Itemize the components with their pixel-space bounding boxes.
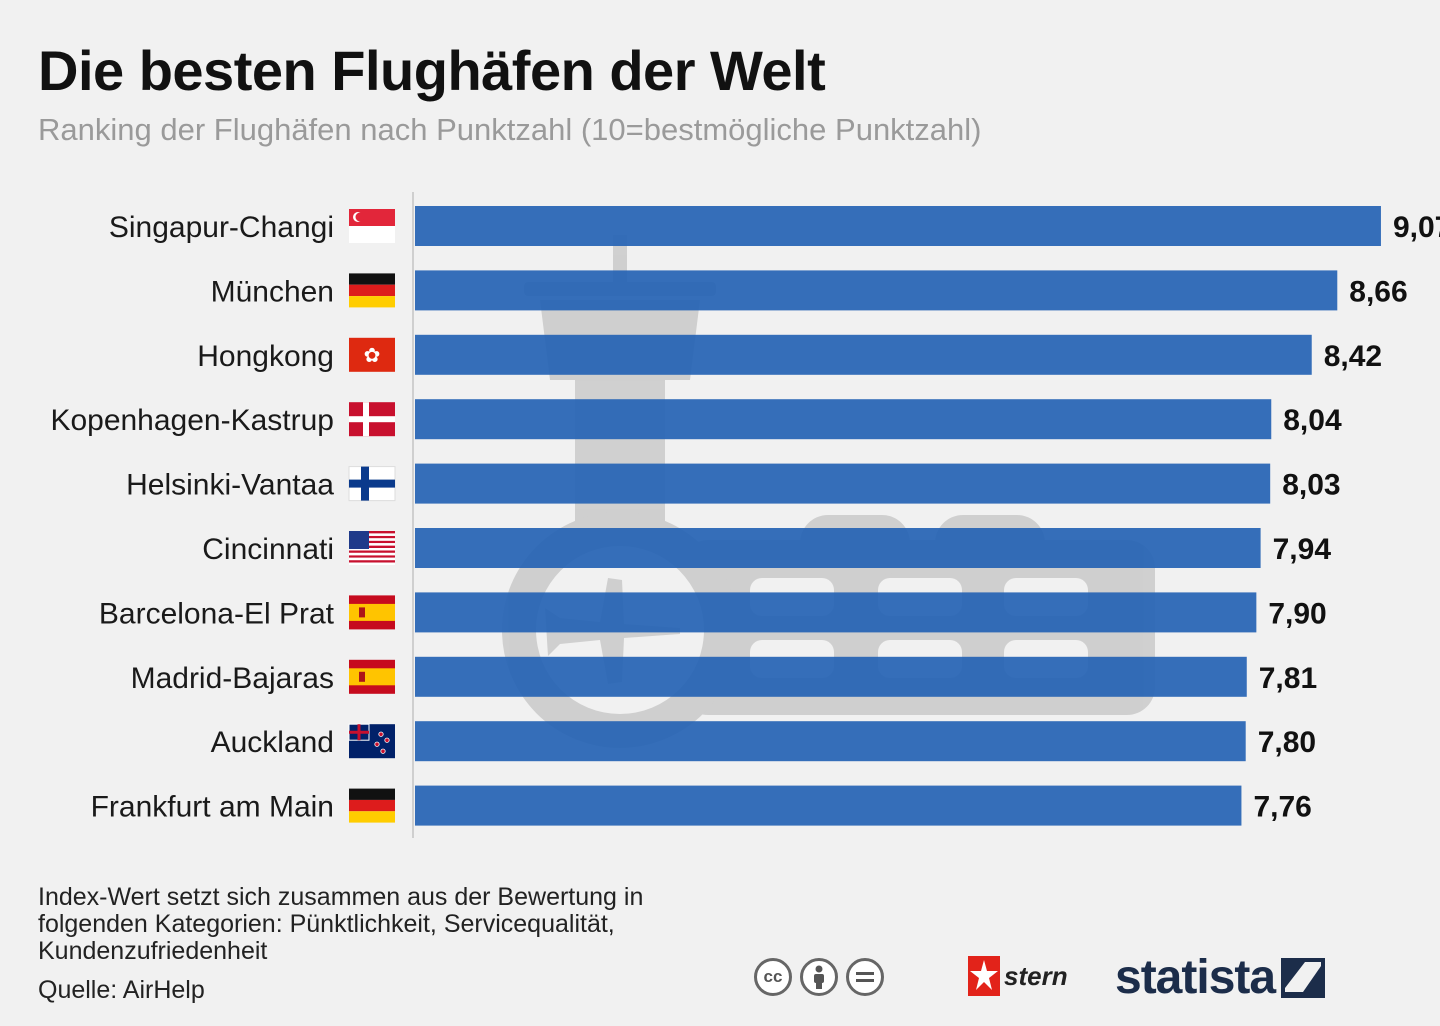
finland-flag-icon: [348, 466, 396, 502]
bar: [415, 528, 1261, 568]
bar: [415, 656, 1247, 697]
category-label: Cincinnati: [202, 533, 334, 566]
spain-flag-icon: [349, 659, 395, 694]
no-derivatives-icon: [846, 958, 884, 996]
stern-logo: stern: [968, 956, 1068, 996]
attribution-icon: [800, 958, 838, 996]
category-label: München: [211, 275, 334, 308]
value-label: 9,07: [1393, 211, 1440, 244]
stern-star-icon: [968, 956, 1000, 996]
chart-title: Die besten Flughäfen der Welt: [38, 39, 826, 102]
category-label: Barcelona-El Prat: [99, 597, 335, 630]
bar: [415, 399, 1272, 440]
bar: [415, 463, 1271, 504]
statista-logo: statista: [1115, 950, 1326, 1005]
bar: [415, 270, 1338, 311]
category-label: Helsinki-Vantaa: [126, 469, 334, 502]
germany-flag-icon: [349, 788, 395, 823]
statista-wordmark: statista: [1115, 951, 1276, 1004]
hong-kong-flag-icon: ✿: [349, 337, 395, 372]
denmark-flag-icon: [349, 402, 395, 437]
category-label: Frankfurt am Main: [91, 791, 334, 824]
bar: [415, 334, 1312, 375]
stern-wordmark: stern: [1004, 960, 1068, 991]
footnote: Index-Wert setzt sich zusammen aus der B…: [38, 883, 644, 965]
category-label: Madrid-Bajaras: [131, 662, 334, 695]
svg-text:✿: ✿: [364, 345, 381, 367]
germany-flag-icon: [349, 273, 395, 308]
bar: [415, 592, 1257, 633]
cc-icon: cc: [754, 958, 792, 996]
value-label: 8,04: [1283, 404, 1342, 437]
value-label: 7,76: [1253, 791, 1311, 824]
source-note: Quelle: AirHelp: [38, 976, 205, 1004]
bar: [415, 206, 1381, 246]
bar-chart: ✿ Singapur-Changi 9,07 München 8,66 Hongkong…: [50, 192, 1440, 838]
new-zealand-flag-icon: [348, 723, 395, 759]
usa-flag-icon: [349, 531, 395, 565]
value-label: 8,42: [1324, 340, 1382, 373]
bar: [415, 785, 1242, 826]
statista-mark-icon: [1281, 957, 1326, 998]
value-label: 7,81: [1259, 662, 1317, 695]
category-label: Auckland: [211, 726, 334, 759]
category-label: Singapur-Changi: [109, 211, 334, 244]
value-label: 7,90: [1268, 597, 1326, 630]
chart-subtitle: Ranking der Flughäfen nach Punktzahl (10…: [38, 112, 982, 147]
spain-flag-icon: [349, 595, 395, 630]
value-label: 7,80: [1258, 726, 1316, 759]
bar: [415, 721, 1246, 762]
value-label: 7,94: [1273, 533, 1332, 566]
value-label: 8,03: [1282, 469, 1340, 502]
value-label: 8,66: [1349, 275, 1407, 308]
license-icons: cc: [754, 958, 884, 996]
category-label: Hongkong: [197, 340, 334, 373]
singapore-flag-icon: [349, 209, 395, 243]
category-label: Kopenhagen-Kastrup: [50, 404, 334, 437]
